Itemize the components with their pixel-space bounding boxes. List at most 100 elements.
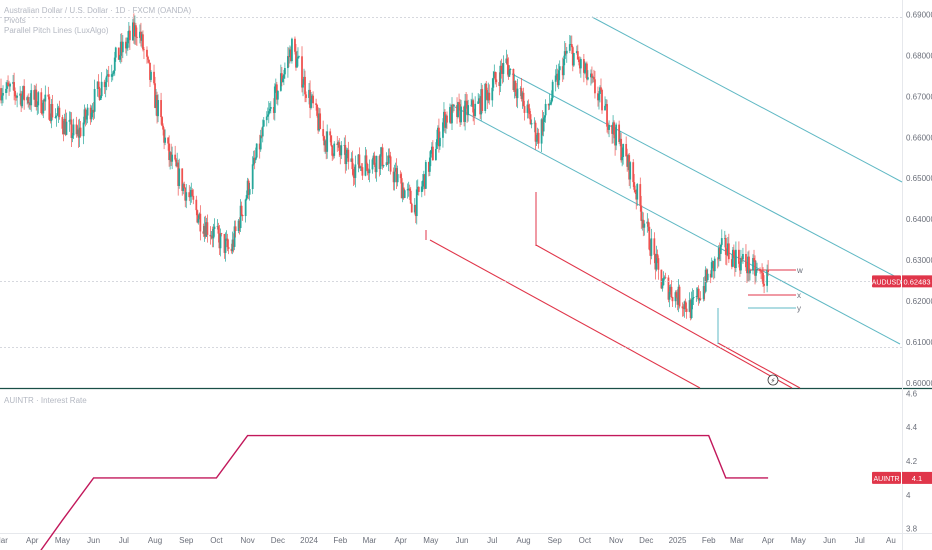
candle-body bbox=[252, 157, 255, 165]
candle-body bbox=[583, 69, 586, 73]
candle-body bbox=[162, 125, 164, 130]
candle-body bbox=[15, 96, 18, 98]
candle-body bbox=[724, 237, 727, 255]
candle-body bbox=[331, 145, 334, 156]
candle-body bbox=[220, 233, 223, 235]
candle-body bbox=[465, 100, 468, 102]
candle-body bbox=[431, 146, 434, 161]
candle-body bbox=[333, 143, 336, 156]
candle-body bbox=[392, 171, 395, 183]
candle-body bbox=[620, 138, 623, 161]
time-tick-label: Mar bbox=[363, 536, 377, 545]
price-badge-value: 0.62483 bbox=[903, 277, 930, 286]
lightning-glyph: ⚡ bbox=[771, 377, 776, 385]
candle-body bbox=[387, 155, 390, 164]
candle-body bbox=[463, 106, 465, 122]
candle-body bbox=[361, 167, 364, 176]
candle-body bbox=[424, 162, 427, 189]
candle-body bbox=[622, 143, 625, 157]
candle-body bbox=[136, 36, 138, 38]
rate-tick-label: 4 bbox=[906, 491, 911, 500]
candle-body bbox=[202, 231, 205, 234]
price-badge-value-box bbox=[902, 275, 932, 288]
candle-body bbox=[568, 44, 571, 51]
candle-body bbox=[456, 105, 458, 117]
candle-body bbox=[258, 143, 261, 150]
candle-body bbox=[386, 162, 389, 164]
candle-body bbox=[318, 113, 321, 131]
candle-body bbox=[139, 31, 141, 38]
candle-body bbox=[615, 124, 617, 146]
candle-body bbox=[541, 119, 544, 132]
pitch-teal-upper bbox=[591, 16, 903, 183]
candle-body bbox=[749, 270, 751, 274]
candle-body bbox=[668, 291, 671, 300]
candle-body bbox=[184, 187, 187, 201]
time-tick-label: Jul bbox=[119, 536, 129, 545]
candle-body bbox=[562, 58, 565, 76]
time-tick-label: Mar bbox=[0, 536, 8, 545]
candle-body bbox=[12, 82, 14, 84]
time-tick-label: Jun bbox=[823, 536, 836, 545]
candle-body bbox=[509, 68, 512, 70]
candle-body bbox=[49, 119, 52, 122]
time-tick-label: Feb bbox=[702, 536, 716, 545]
candle-body bbox=[291, 38, 293, 62]
candle-body bbox=[76, 129, 79, 135]
candle-body bbox=[760, 271, 762, 272]
rate-badge-label: AUINTR bbox=[873, 476, 899, 483]
candle-body bbox=[402, 187, 405, 198]
candle-body bbox=[374, 164, 377, 173]
candle-body bbox=[209, 234, 212, 237]
candle-body bbox=[182, 184, 185, 191]
sub-panel-legend[interactable]: AUINTR · Interest Rate bbox=[4, 396, 87, 406]
symbol-legend[interactable]: Australian Dollar / U.S. Dollar · 1D · F… bbox=[4, 6, 191, 36]
candle-body bbox=[515, 92, 518, 99]
candle-body bbox=[141, 34, 143, 41]
candle-body bbox=[599, 87, 601, 94]
candle-body bbox=[223, 234, 226, 253]
candle-body bbox=[519, 88, 522, 89]
candle-body bbox=[33, 90, 36, 100]
indicator-pivots[interactable]: Pivots bbox=[4, 16, 26, 25]
candle-body bbox=[579, 59, 582, 69]
candle-body bbox=[507, 64, 510, 77]
candle-body bbox=[36, 105, 39, 107]
candle-body bbox=[316, 104, 319, 116]
candle-body bbox=[149, 62, 151, 80]
candle-body bbox=[183, 184, 186, 188]
candle-body bbox=[738, 249, 740, 264]
candle-body bbox=[641, 219, 644, 221]
candle-body bbox=[119, 41, 122, 56]
candle-body bbox=[259, 135, 262, 150]
candle-body bbox=[506, 58, 509, 65]
candle-body bbox=[225, 238, 228, 240]
candle-body bbox=[437, 127, 439, 140]
candle-body bbox=[156, 95, 158, 117]
candle-body bbox=[667, 277, 670, 300]
candle-body bbox=[312, 95, 314, 104]
candle-body bbox=[107, 74, 110, 77]
indicator-pitch-lines[interactable]: Parallel Pitch Lines (LuxAlgo) bbox=[4, 26, 109, 35]
candle-body bbox=[536, 132, 539, 141]
candle-body bbox=[100, 81, 103, 97]
candle-body bbox=[720, 238, 723, 245]
candle-body bbox=[762, 272, 764, 284]
candle-body bbox=[543, 115, 546, 118]
candle-body bbox=[499, 65, 502, 86]
candle-body bbox=[692, 296, 695, 299]
time-tick-label: Apr bbox=[762, 536, 775, 545]
candle-body bbox=[401, 187, 404, 199]
candle-body bbox=[330, 135, 333, 146]
candle-body bbox=[530, 123, 533, 125]
candle-body bbox=[146, 49, 148, 57]
candle-body bbox=[604, 105, 606, 111]
candle-body bbox=[381, 147, 384, 167]
pitch-teal-middle bbox=[511, 73, 899, 279]
candle-body bbox=[360, 166, 363, 168]
candle-body bbox=[112, 70, 115, 74]
